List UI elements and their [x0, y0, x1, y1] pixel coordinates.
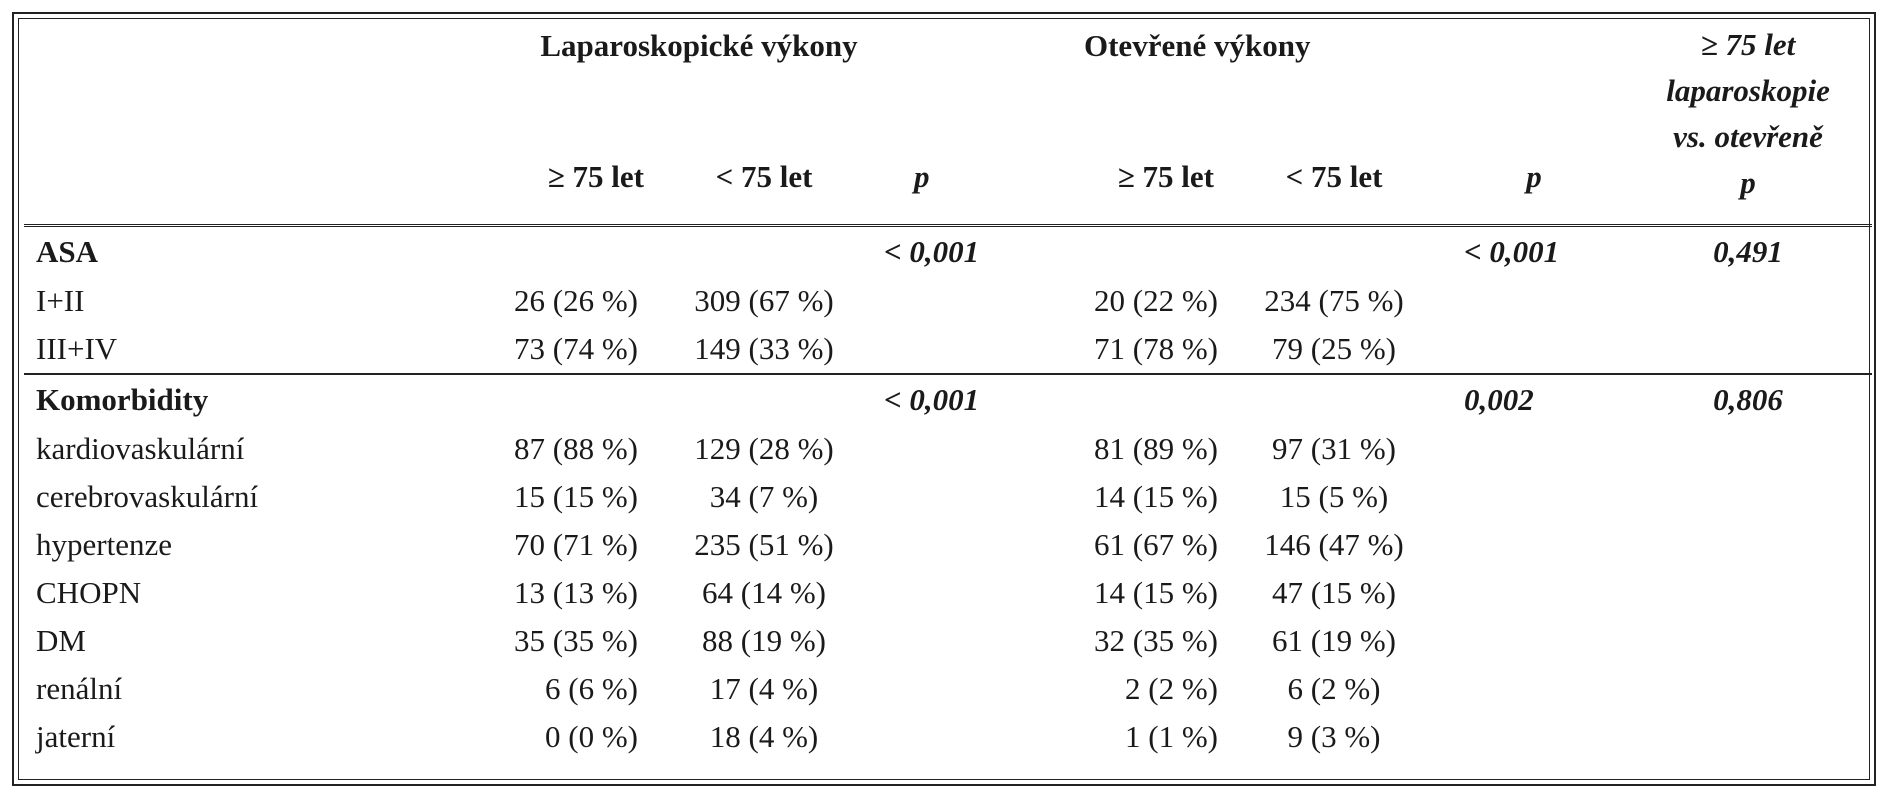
p-value-open: 0,002	[1444, 373, 1625, 425]
cell-open-lt75: 146 (47 %)	[1264, 527, 1404, 562]
group-header-open: Otevřené výkony	[1084, 28, 1311, 63]
p-value-compare: 0,491	[1713, 234, 1783, 269]
row-label: I+II	[36, 283, 85, 318]
p-value-open: < 0,001	[1464, 234, 1560, 269]
cell-lap-lt75: 149 (33 %)	[694, 331, 834, 366]
cell-lap-ge75: 70 (71 %)	[514, 527, 638, 562]
p-value-lap: < 0,001	[884, 373, 1034, 425]
comparison-header-line-4: p	[1740, 165, 1756, 200]
cell-open-ge75: 71 (78 %)	[1094, 331, 1218, 366]
subheader-open-p: p	[1526, 158, 1542, 194]
cell-open-lt75: 234 (75 %)	[1264, 283, 1404, 318]
cell-open-ge75: 81 (89 %)	[1094, 431, 1218, 466]
cell-lap-ge75: 15 (15 %)	[514, 479, 638, 514]
cell-open-lt75: 6 (2 %)	[1287, 671, 1381, 706]
subheader-lap-lt75: < 75 let	[715, 158, 813, 194]
cell-open-ge75: 61 (67 %)	[1094, 527, 1218, 562]
cell-lap-lt75: 18 (4 %)	[709, 719, 819, 754]
cell-lap-lt75: 64 (14 %)	[702, 575, 826, 610]
table-row: DM 35 (35 %) 88 (19 %) 32 (35 %) 61 (19 …	[24, 617, 1872, 665]
table-row: I+II 26 (26 %) 309 (67 %) 20 (22 %) 234 …	[24, 277, 1872, 325]
table-row: renální 6 (6 %) 17 (4 %) 2 (2 %) 6 (2 %)	[24, 665, 1872, 713]
section-title: Komorbidity	[24, 373, 474, 425]
subheader-open-ge75: ≥ 75 let	[1117, 158, 1214, 194]
cell-lap-lt75: 235 (51 %)	[694, 527, 834, 562]
table-frame: Laparoskopické výkony Otevřené výkony ≥ …	[12, 12, 1876, 786]
section-row-komorbidity: Komorbidity < 0,001 0,002 0,806	[24, 373, 1873, 425]
subheader-open-lt75: < 75 let	[1285, 158, 1383, 194]
table-row: III+IV 73 (74 %) 149 (33 %) 71 (78 %) 79…	[24, 325, 1872, 374]
cell-open-ge75: 14 (15 %)	[1094, 479, 1218, 514]
data-table: Laparoskopické výkony Otevřené výkony ≥ …	[24, 18, 1873, 761]
cell-lap-lt75: 88 (19 %)	[702, 623, 826, 658]
cell-open-lt75: 9 (3 %)	[1287, 719, 1381, 754]
p-value-lap: < 0,001	[884, 234, 980, 269]
header-row-sub: ≥ 75 let < 75 let p ≥ 75 let < 75 let p	[24, 147, 1872, 206]
cell-open-ge75: 14 (15 %)	[1094, 575, 1218, 610]
subheader-lap-ge75: ≥ 75 let	[547, 158, 644, 194]
cell-open-ge75: 32 (35 %)	[1094, 623, 1218, 658]
cell-lap-ge75: 6 (6 %)	[545, 671, 638, 706]
cell-lap-ge75: 87 (88 %)	[514, 431, 638, 466]
comparison-header: ≥ 75 let laparoskopie vs. otevřeně p	[1624, 18, 1872, 206]
table-row: cerebrovaskulární 15 (15 %) 34 (7 %) 14 …	[24, 473, 1872, 521]
cell-lap-ge75: 26 (26 %)	[514, 283, 638, 318]
cell-open-lt75: 97 (31 %)	[1272, 431, 1396, 466]
row-label: CHOPN	[36, 575, 142, 610]
p-value-compare: 0,806	[1624, 373, 1873, 425]
comparison-header-line-1: ≥ 75 let	[1700, 27, 1796, 62]
cell-lap-ge75: 73 (74 %)	[514, 331, 638, 366]
cell-open-lt75: 61 (19 %)	[1272, 623, 1396, 658]
row-label: DM	[36, 623, 86, 658]
row-label: cerebrovaskulární	[36, 479, 259, 514]
table-row: hypertenze 70 (71 %) 235 (51 %) 61 (67 %…	[24, 521, 1872, 569]
row-label: III+IV	[36, 331, 118, 366]
cell-lap-lt75: 129 (28 %)	[694, 431, 834, 466]
cell-lap-lt75: 309 (67 %)	[694, 283, 834, 318]
table-row: CHOPN 13 (13 %) 64 (14 %) 14 (15 %) 47 (…	[24, 569, 1872, 617]
cell-open-ge75: 20 (22 %)	[1094, 283, 1218, 318]
cell-open-lt75: 47 (15 %)	[1272, 575, 1396, 610]
comparison-header-line-3: vs. otevřeně	[1673, 119, 1823, 154]
row-label: kardiovaskulární	[36, 431, 245, 466]
table-row: kardiovaskulární 87 (88 %) 129 (28 %) 81…	[24, 425, 1872, 473]
section-title: ASA	[36, 234, 99, 269]
row-label: renální	[36, 671, 123, 706]
header-row-groups: Laparoskopické výkony Otevřené výkony ≥ …	[24, 18, 1872, 200]
cell-open-ge75: 1 (1 %)	[1125, 719, 1218, 754]
row-label: hypertenze	[36, 527, 172, 562]
subheader-lap-p: p	[914, 158, 930, 194]
cell-lap-lt75: 17 (4 %)	[709, 671, 819, 706]
cell-lap-ge75: 13 (13 %)	[514, 575, 638, 610]
cell-open-ge75: 2 (2 %)	[1125, 671, 1218, 706]
section-row-asa: ASA < 0,001 < 0,001 0,491	[24, 226, 1872, 278]
cell-open-lt75: 15 (5 %)	[1279, 479, 1389, 514]
cell-open-lt75: 79 (25 %)	[1272, 331, 1396, 366]
cell-lap-ge75: 0 (0 %)	[545, 719, 638, 754]
comparison-header-line-2: laparoskopie	[1666, 73, 1830, 108]
row-label: jaterní	[36, 719, 116, 754]
cell-lap-lt75: 34 (7 %)	[709, 479, 819, 514]
table-row: jaterní 0 (0 %) 18 (4 %) 1 (1 %) 9 (3 %)	[24, 713, 1872, 761]
cell-lap-ge75: 35 (35 %)	[514, 623, 638, 658]
group-header-laparoscopic: Laparoskopické výkony	[540, 28, 858, 63]
